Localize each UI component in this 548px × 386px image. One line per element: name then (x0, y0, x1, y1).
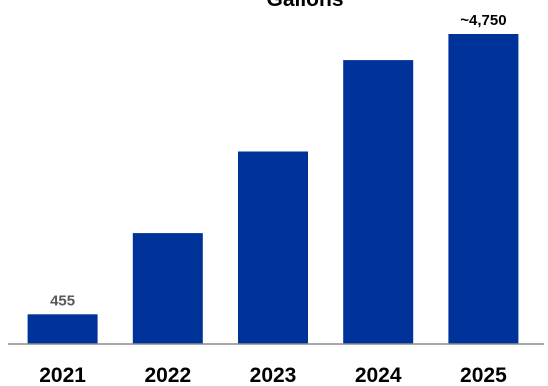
x-tick-labels: 2021 2022 2023 2024 2025 (39, 364, 507, 386)
bar-2025 (448, 34, 519, 344)
chart-title: Gallons (266, 0, 343, 11)
data-label: 455 (50, 292, 75, 309)
x-tick-label: 2023 (250, 364, 297, 386)
bar-2021 (27, 314, 98, 344)
x-tick-label: 2024 (355, 364, 402, 386)
x-tick-label: 2025 (460, 364, 507, 386)
x-tick-label: 2022 (144, 364, 191, 386)
bar-2024 (343, 60, 414, 344)
data-labels: 455 ~4,750 (50, 12, 506, 309)
bar-2022 (132, 233, 203, 344)
bars-group (27, 34, 519, 344)
bar-2023 (238, 151, 308, 344)
data-label: ~4,750 (460, 12, 506, 29)
x-tick-label: 2021 (39, 364, 86, 386)
